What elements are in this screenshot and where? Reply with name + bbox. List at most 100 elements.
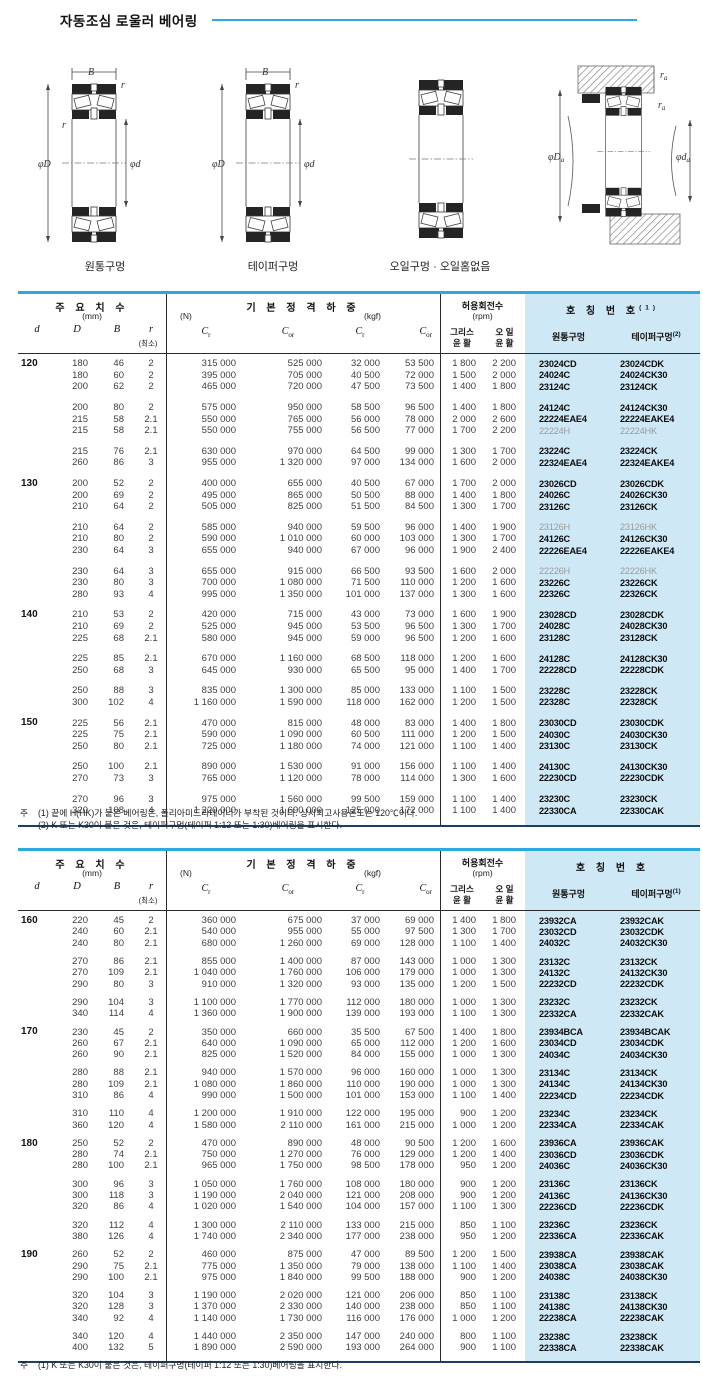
cell-r: 4 — [148, 1201, 154, 1213]
cell-r: 3 — [148, 996, 154, 1008]
cell-grease: 1 000 — [452, 996, 476, 1008]
row-group: 210 53 2 420 000 715 000 43 000 73 000 1 600 1 9… — [18, 609, 700, 644]
cell-r: 2.1 — [144, 425, 158, 437]
cell-grease: 1 100 — [452, 793, 476, 805]
table-row: 220 45 2 360 000 675 000 37 000 69 000 1 400 1 8… — [56, 915, 700, 926]
cell-grease: 2 000 — [452, 413, 476, 425]
cell-B: 109 — [108, 967, 124, 979]
cell-crK: 69 000 — [350, 937, 380, 949]
cell-cyl: 23024CD — [539, 358, 577, 369]
cell-oil: 1 600 — [492, 1137, 516, 1149]
cell-corN: 1 180 000 — [279, 740, 322, 752]
cell-cyl: 22332CA — [539, 1008, 577, 1019]
cell-crN: 1 740 000 — [193, 1230, 236, 1242]
cell-crK: 84 000 — [350, 1049, 380, 1061]
cell-taper: 23036CDK — [620, 1149, 664, 1160]
cell-r: 2 — [148, 521, 154, 533]
designation-highlight — [525, 294, 700, 826]
cell-taper: 23038CAK — [620, 1261, 664, 1272]
table-row: 270 109 2.1 1 040 000 1 760 000 106 000 179 00… — [56, 967, 700, 978]
cell-corN: 1 730 000 — [279, 1312, 322, 1324]
cell-corN: 1 520 000 — [279, 1049, 322, 1061]
cell-oil: 2 400 — [492, 545, 516, 557]
cell-r: 2.1 — [144, 1037, 158, 1049]
col-header-cor-kgf: Cor — [419, 883, 432, 896]
cell-cyl: 24132C — [539, 967, 570, 978]
cell-B: 58 — [113, 413, 124, 425]
cell-corK: 159 000 — [399, 793, 434, 805]
cell-oil: 1 200 — [492, 1160, 516, 1172]
cell-oil: 2 200 — [492, 425, 516, 437]
cell-D: 300 — [72, 696, 88, 708]
table-row: 280 93 4 995 000 1 350 000 101 000 137 000 1 30… — [56, 589, 700, 601]
cell-oil: 1 400 — [492, 793, 516, 805]
cell-crK: 65 500 — [350, 664, 380, 676]
cell-r: 4 — [148, 1230, 154, 1242]
cell-crN: 1 370 000 — [193, 1301, 236, 1313]
cell-cyl: 22326C — [539, 589, 570, 600]
cell-crN: 940 000 — [201, 1067, 236, 1079]
cell-corN: 1 120 000 — [279, 772, 322, 784]
cell-D: 310 — [72, 1108, 88, 1120]
cell-grease: 1 100 — [452, 937, 476, 949]
cell-crN: 470 000 — [201, 717, 236, 729]
cell-r: 2.1 — [144, 729, 158, 741]
cell-taper: 24130CK30 — [620, 761, 668, 772]
cell-oil: 1 700 — [492, 926, 516, 938]
cell-taper: 22326CK — [620, 589, 658, 600]
table-row: 225 85 2.1 670 000 1 160 000 68 500 118 000 1 2… — [56, 653, 700, 665]
cell-cyl: 22330CA — [539, 805, 577, 816]
cell-crK: 43 000 — [350, 609, 380, 621]
cell-corN: 1 300 000 — [279, 685, 322, 697]
cell-oil: 1 100 — [492, 1342, 516, 1354]
cell-corK: 90 500 — [404, 1137, 434, 1149]
cell-D: 260 — [72, 1049, 88, 1061]
cell-crK: 121 000 — [345, 1290, 380, 1302]
row-group: 225 85 2.1 670 000 1 160 000 68 500 118 000 1 2… — [18, 653, 700, 676]
cell-cyl: 23224C — [539, 446, 570, 457]
cell-crN: 725 000 — [201, 740, 236, 752]
cell-r: 2.1 — [144, 1067, 158, 1079]
cell-crK: 59 000 — [350, 632, 380, 644]
cell-cyl: 23936CA — [539, 1138, 577, 1149]
cell-crK: 125 000 — [345, 805, 380, 817]
table-row: 310 110 4 1 200 000 1 910 000 122 000 195 000 9… — [56, 1108, 700, 1119]
cell-D: 225 — [72, 729, 88, 741]
cell-corK: 172 000 — [399, 805, 434, 817]
cell-corK: 179 000 — [399, 967, 434, 979]
cell-crN: 525 000 — [201, 620, 236, 632]
cell-crK: 40 500 — [350, 369, 380, 381]
cell-grease: 1 700 — [452, 425, 476, 437]
cell-crN: 700 000 — [201, 577, 236, 589]
cell-grease: 1 300 — [452, 533, 476, 545]
cell-B: 104 — [108, 1290, 124, 1302]
cell-corN: 1 080 000 — [279, 577, 322, 589]
cell-crN: 1 580 000 — [193, 1119, 236, 1131]
table-row: 320 86 4 1 020 000 1 540 000 104 000 157 000 1 … — [56, 1201, 700, 1212]
cell-B: 104 — [108, 996, 124, 1008]
cell-corK: 114 000 — [400, 772, 434, 784]
cell-oil: 1 500 — [492, 1249, 516, 1261]
bore-section-190: 190 260 52 2 460 000 875 000 47 000 89 500 1 200… — [18, 1249, 700, 1353]
col-header-oil: 오 일 윤 활 — [495, 327, 514, 348]
cell-r: 3 — [148, 978, 154, 990]
cell-B: 86 — [113, 1201, 124, 1213]
cell-crN: 315 000 — [201, 358, 236, 370]
cell-corK: 178 000 — [399, 1160, 434, 1172]
cell-taper: 22330CAK — [620, 805, 664, 816]
cell-r: 2.1 — [144, 445, 158, 457]
row-group: 215 76 2.1 630 000 970 000 64 500 99 000 1 300 1… — [18, 446, 700, 469]
cell-cyl: 23132C — [539, 956, 570, 967]
cell-oil: 1 900 — [492, 521, 516, 533]
table-row: 240 80 2.1 680 000 1 260 000 69 000 128 000 1 1… — [56, 938, 700, 949]
cell-D: 340 — [72, 1008, 88, 1020]
cell-D: 180 — [72, 358, 88, 370]
footnote-line: (2) K 또는 K30이 붙은 것은, 테이퍼구멍(테이퍼 1:12 또는 1… — [38, 819, 343, 830]
cell-oil: 2 000 — [492, 565, 516, 577]
cell-crN: 750 000 — [201, 1149, 236, 1161]
table-row: 320 108 4 1 220 000 1 690 000 125 000 172 000 1… — [56, 805, 700, 817]
cell-crK: 98 500 — [350, 1160, 380, 1172]
cell-crN: 1 160 000 — [193, 696, 236, 708]
diagram-mounting: ra ra φDa φda — [548, 64, 698, 256]
dim-label-r-top: r — [121, 80, 125, 91]
